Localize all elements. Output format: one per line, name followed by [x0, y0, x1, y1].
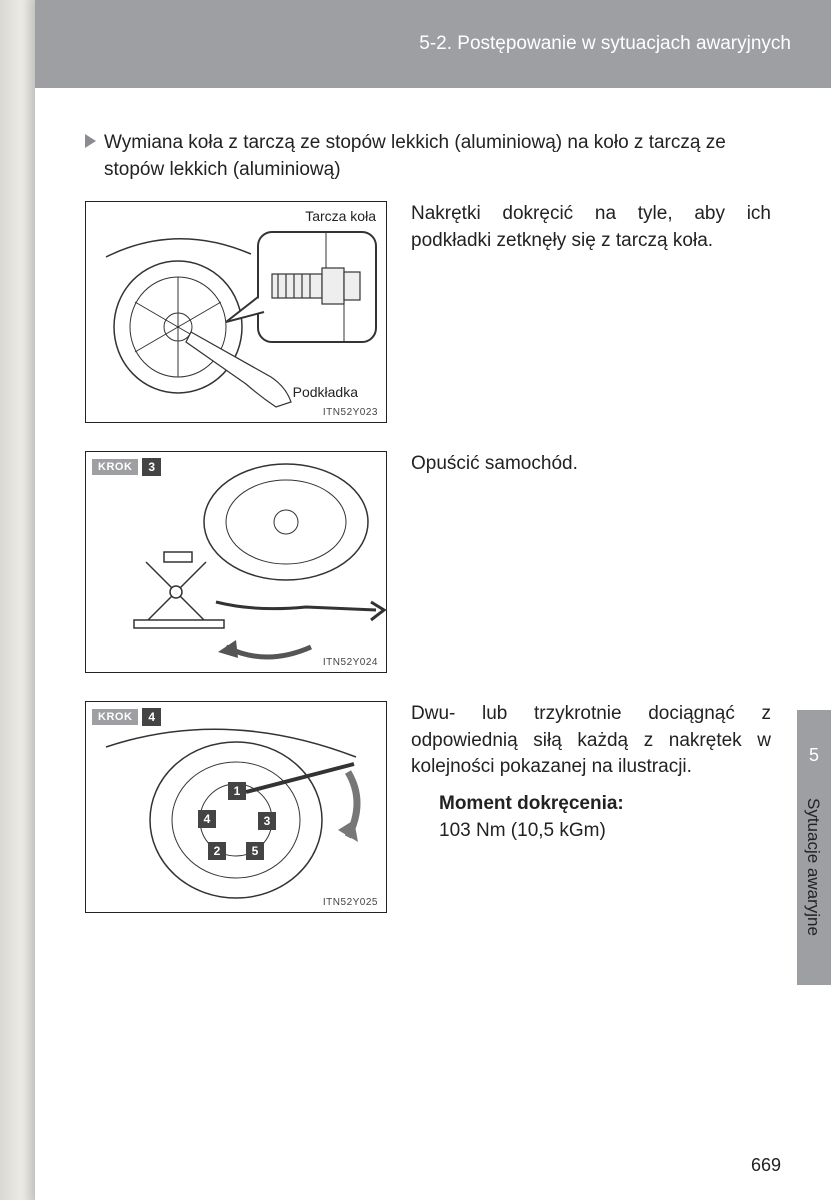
- step-row: KROK 4 1 3 5 2 4: [85, 701, 771, 913]
- chapter-number: 5: [797, 745, 831, 766]
- section-header: 5-2. Postępowanie w sytuacjach awaryjnyc…: [35, 0, 831, 88]
- step-row: Tarcza koła: [85, 201, 771, 423]
- torque-label: Moment dokręcenia:: [439, 793, 624, 814]
- step-badge-label: KROK: [92, 459, 138, 475]
- svg-text:5: 5: [252, 844, 259, 858]
- intro-block: Wymiana koła z tarczą ze stopów lekkich …: [85, 130, 771, 183]
- book-spine: [0, 0, 35, 1200]
- diagram-tighten-sequence: KROK 4 1 3 5 2 4: [85, 701, 387, 913]
- step-text: Dwu- lub trzykrotnie dociągnąć z odpowie…: [411, 701, 771, 913]
- diagram-label-top: Tarcza koła: [305, 208, 376, 224]
- step-badge: KROK 3: [92, 458, 161, 476]
- step-badge: KROK 4: [92, 708, 161, 726]
- svg-text:4: 4: [204, 812, 211, 826]
- bullet-triangle-icon: [85, 134, 96, 148]
- svg-text:1: 1: [234, 784, 241, 798]
- torque-value: 103 Nm (10,5 kGm): [439, 820, 606, 841]
- image-code: ITN52Y023: [323, 407, 378, 418]
- section-title: 5-2. Postępowanie w sytuacjach awaryjnyc…: [419, 33, 791, 55]
- diagram-lower-car: KROK 3: [85, 451, 387, 673]
- diagram-wheel-nut: Tarcza koła: [85, 201, 387, 423]
- step-badge-number: 4: [142, 708, 161, 726]
- chapter-label: Sytuacje awaryjne: [803, 798, 823, 936]
- step-badge-label: KROK: [92, 709, 138, 725]
- image-code: ITN52Y025: [323, 897, 378, 908]
- intro-text: Wymiana koła z tarczą ze stopów lekkich …: [104, 130, 771, 183]
- page-number: 669: [751, 1155, 781, 1176]
- svg-text:2: 2: [214, 844, 221, 858]
- content-area: Wymiana koła z tarczą ze stopów lekkich …: [85, 130, 771, 941]
- page: 5-2. Postępowanie w sytuacjach awaryjnyc…: [35, 0, 831, 1200]
- step-badge-number: 3: [142, 458, 161, 476]
- image-code: ITN52Y024: [323, 657, 378, 668]
- chapter-side-tab: 5 Sytuacje awaryjne: [797, 710, 831, 985]
- step-text: Opuścić samochód.: [411, 451, 771, 673]
- torque-block: Moment dokręcenia: 103 Nm (10,5 kGm): [411, 791, 771, 844]
- step-text-main: Dwu- lub trzykrotnie dociągnąć z odpowie…: [411, 703, 771, 777]
- step-text: Nakrętki dokręcić na tyle, aby ich podkł…: [411, 201, 771, 423]
- diagram-label-bottom: Podkładka: [293, 384, 358, 400]
- step-row: KROK 3: [85, 451, 771, 673]
- svg-text:3: 3: [264, 814, 271, 828]
